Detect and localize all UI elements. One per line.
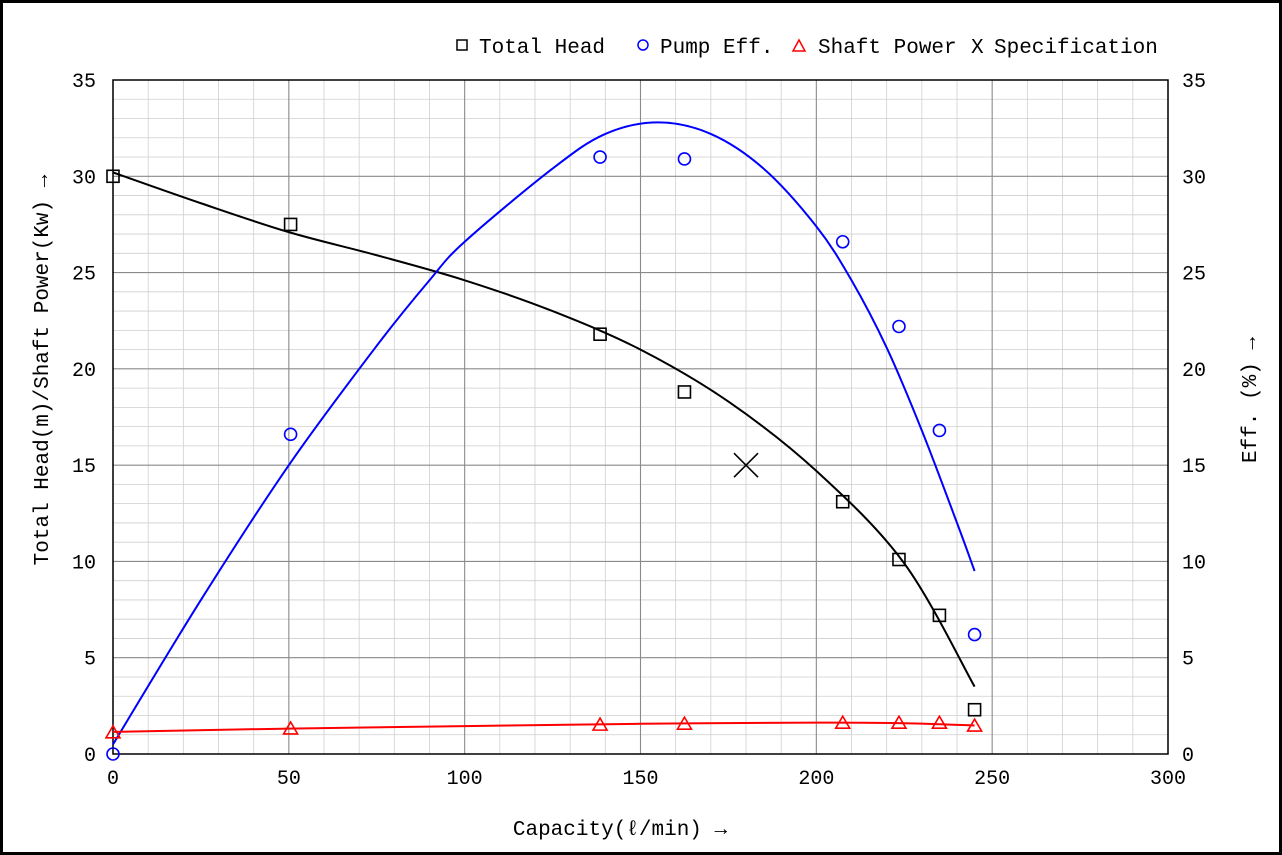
total-head-point — [283, 217, 298, 232]
pump-eff-point — [967, 627, 982, 642]
shaft-power-point — [282, 720, 299, 735]
x-axis-label: Capacity(ℓ/min) → — [513, 819, 728, 842]
specification-point — [733, 452, 759, 478]
right-y-tick-label: 30 — [1182, 167, 1206, 190]
shaft-power-point — [591, 716, 609, 731]
x-tick-label: 150 — [622, 768, 658, 791]
left-y-tick-label: 5 — [84, 649, 96, 672]
left-y-tick-label: 15 — [72, 456, 96, 479]
x-tick-label: 50 — [277, 768, 301, 791]
left-y-tick-label: 25 — [72, 264, 96, 287]
major-grid — [112, 79, 1169, 755]
pump-eff-point — [932, 423, 947, 438]
pump-eff-point — [835, 234, 850, 249]
total-head-point — [593, 327, 607, 341]
legend: Total Head Pump Eff. Shaft Power X Speci… — [456, 37, 1158, 60]
pump-eff-point — [593, 150, 607, 164]
x-tick-label: 100 — [447, 768, 483, 791]
left-y-tick-label: 35 — [72, 71, 96, 94]
shaft-power-point — [104, 724, 122, 739]
pump-eff-point — [892, 319, 906, 334]
total-head-point — [106, 169, 120, 184]
x-tick-label: 200 — [798, 768, 834, 791]
shaft-power-point — [890, 714, 908, 729]
x-tick-label: 250 — [974, 768, 1010, 791]
pump-eff-fit-curve — [112, 121, 976, 745]
shaft-power-point — [931, 714, 948, 729]
left-y-tick-label: 10 — [72, 552, 96, 575]
legend-label-pump-eff: Pump Eff. — [660, 37, 773, 60]
pump-eff-point — [677, 152, 692, 166]
right-y-tick-label: 20 — [1182, 360, 1206, 383]
total-head-point — [677, 385, 692, 399]
specification-mark-stroke — [733, 452, 759, 478]
shaft-power-fit-curve — [112, 721, 975, 733]
x-tick-label: 0 — [107, 768, 119, 791]
total-head-fit-curve — [112, 171, 976, 688]
pump-eff-point — [106, 747, 120, 761]
right-y-axis-label: Eff. (%) → — [1240, 337, 1263, 463]
x-axis-ticks: 0 50 100 150 200 250 300 — [107, 768, 1186, 791]
total-head-point — [932, 608, 947, 623]
legend-circle-icon — [637, 39, 649, 51]
total-head-point — [892, 552, 906, 567]
legend-label-specification: Specification — [994, 37, 1158, 60]
legend-x-icon: X — [971, 37, 984, 60]
x-tick-label: 300 — [1150, 768, 1186, 791]
right-y-tick-label: 5 — [1182, 649, 1194, 672]
right-y-tick-label: 0 — [1182, 745, 1194, 768]
fit-curves — [112, 121, 976, 745]
shaft-power-point — [966, 717, 983, 732]
left-y-axis-label: Total Head(m)/Shaft Power(Kw) → — [32, 174, 55, 565]
shaft-power-point — [834, 714, 852, 729]
right-y-tick-label: 15 — [1182, 456, 1206, 479]
right-y-tick-label: 10 — [1182, 552, 1206, 575]
right-y-axis-ticks: 0 5 10 15 20 25 30 35 — [1182, 71, 1206, 768]
legend-label-total-head: Total Head — [479, 37, 605, 60]
right-y-tick-label: 25 — [1182, 264, 1206, 287]
left-y-tick-label: 0 — [84, 745, 96, 768]
left-y-tick-label: 30 — [72, 167, 96, 190]
total-head-point — [967, 702, 982, 717]
right-y-tick-label: 35 — [1182, 71, 1206, 94]
legend-square-icon — [456, 39, 468, 51]
plot-area-border — [112, 79, 1169, 755]
left-y-tick-label: 20 — [72, 360, 96, 383]
total-head-point — [835, 494, 850, 509]
left-y-axis-ticks: 0 5 10 15 20 25 30 35 — [72, 71, 96, 768]
data-markers — [104, 150, 983, 761]
legend-label-shaft-power: Shaft Power — [818, 37, 957, 60]
shaft-power-point — [676, 715, 693, 730]
pump-eff-point — [283, 427, 298, 442]
legend-triangle-icon — [791, 38, 807, 52]
